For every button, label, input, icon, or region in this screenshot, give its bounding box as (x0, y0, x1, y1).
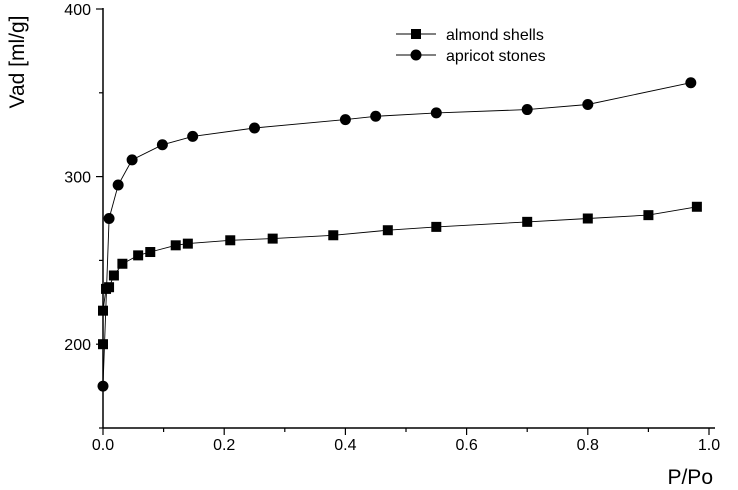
series-line-almond-shells (102, 206, 697, 345)
data-point-almond-shells (104, 282, 115, 293)
series-apricot-stones (97, 77, 697, 392)
data-point-almond-shells (643, 210, 654, 221)
data-point-apricot-stones (685, 77, 697, 89)
data-point-apricot-stones (370, 110, 382, 122)
data-point-apricot-stones (97, 380, 109, 392)
data-point-almond-shells (382, 225, 393, 236)
data-point-apricot-stones (430, 107, 442, 119)
data-point-almond-shells (691, 201, 702, 212)
x-tick-label: 1.0 (698, 437, 720, 454)
x-tick-label: 0.4 (334, 437, 356, 454)
series-line-apricot-stones (102, 82, 691, 387)
data-point-almond-shells (522, 216, 533, 227)
data-point-apricot-stones (521, 104, 533, 116)
data-point-almond-shells (225, 235, 236, 246)
x-tick-label: 0.2 (213, 437, 235, 454)
data-point-almond-shells (108, 270, 119, 281)
data-point-almond-shells (98, 305, 108, 316)
x-axis-title: P/Po (667, 466, 713, 489)
x-axis-ticks: 0.0 0.2 0.4 0.6 0.8 1.0 (92, 428, 720, 454)
legend-item-almond-shells: almond shells (396, 27, 544, 44)
axes (102, 8, 715, 429)
y-axis-ticks: 200 300 400 (64, 2, 103, 429)
data-point-almond-shells (133, 250, 144, 261)
legend-label-apricot-stones: apricot stones (446, 48, 546, 65)
data-point-almond-shells (182, 238, 193, 249)
data-point-almond-shells (98, 339, 108, 350)
legend-item-apricot-stones: apricot stones (396, 48, 546, 65)
legend: almond shells apricot stones (396, 27, 546, 65)
x-tick-label: 0.0 (92, 437, 114, 454)
y-tick-label: 300 (64, 170, 91, 187)
y-tick-label: 200 (64, 337, 91, 354)
data-point-almond-shells (582, 213, 593, 224)
data-point-almond-shells (328, 230, 339, 241)
data-point-apricot-stones (339, 114, 351, 126)
data-point-almond-shells (431, 221, 442, 232)
data-point-apricot-stones (103, 213, 115, 224)
data-point-almond-shells (145, 247, 156, 258)
data-point-almond-shells (170, 240, 181, 251)
data-point-almond-shells (267, 233, 278, 244)
y-axis-title: Vad [ml/g] (6, 16, 29, 109)
series-almond-shells (98, 201, 702, 350)
legend-marker-square (411, 29, 421, 39)
y-tick-label: 400 (64, 2, 91, 19)
data-point-apricot-stones (187, 130, 199, 142)
data-point-almond-shells (117, 258, 128, 269)
x-tick-label: 0.6 (455, 437, 477, 454)
data-point-apricot-stones (112, 179, 124, 191)
legend-marker-circle (410, 49, 422, 61)
data-point-apricot-stones (156, 139, 168, 151)
legend-label-almond-shells: almond shells (446, 27, 544, 44)
series-layer (97, 77, 702, 392)
data-point-apricot-stones (126, 154, 138, 166)
data-point-apricot-stones (249, 122, 260, 134)
data-point-apricot-stones (582, 99, 594, 111)
x-tick-label: 0.8 (577, 437, 599, 454)
